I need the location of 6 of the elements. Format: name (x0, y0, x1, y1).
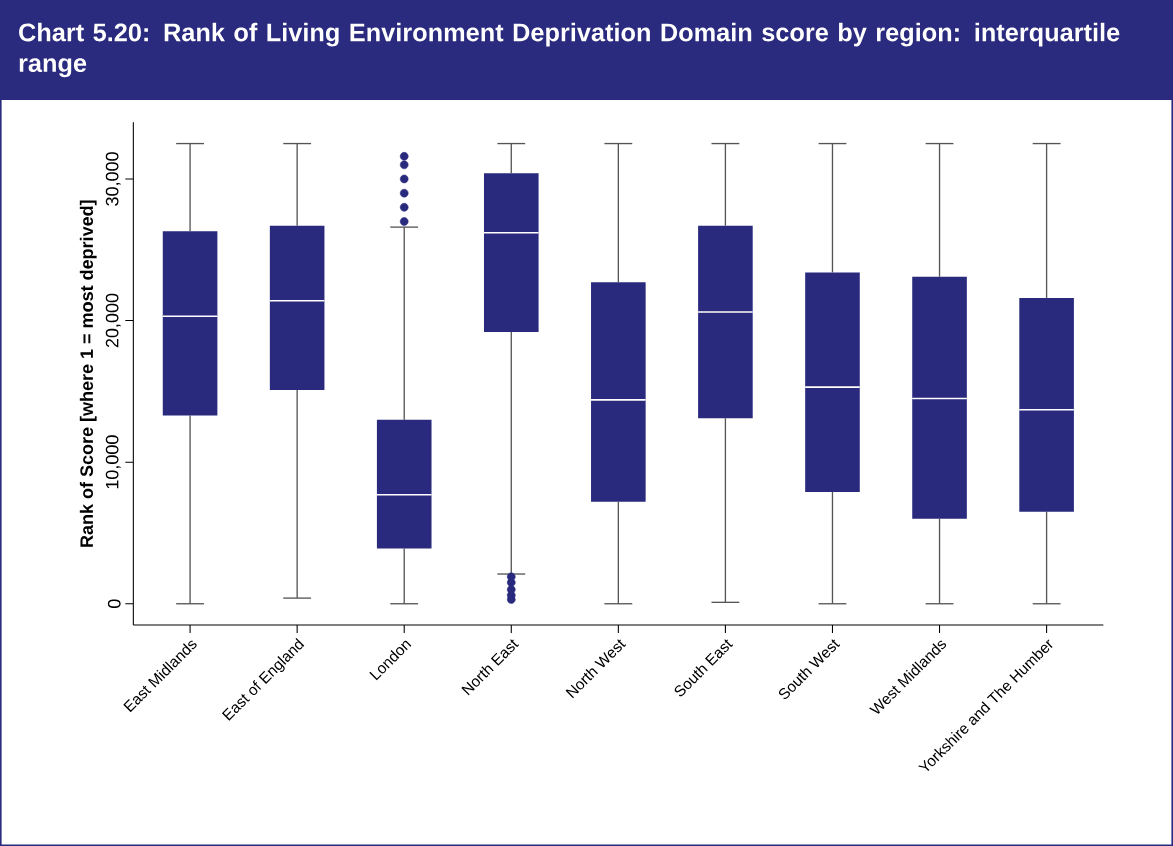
y-tick-label: 10,000 (105, 435, 121, 489)
chart-title: Chart 5.20: Rank of Living Environment Deprivation Domain score by region: interquartile range (19, 22, 1120, 78)
y-tick-label: 30,000 (105, 152, 121, 206)
y-axis-title: Rank of Score [where 1 = most deprived] (79, 200, 97, 547)
y-tick-label: 0 (107, 599, 121, 609)
y-tick-label: 20,000 (105, 293, 121, 348)
